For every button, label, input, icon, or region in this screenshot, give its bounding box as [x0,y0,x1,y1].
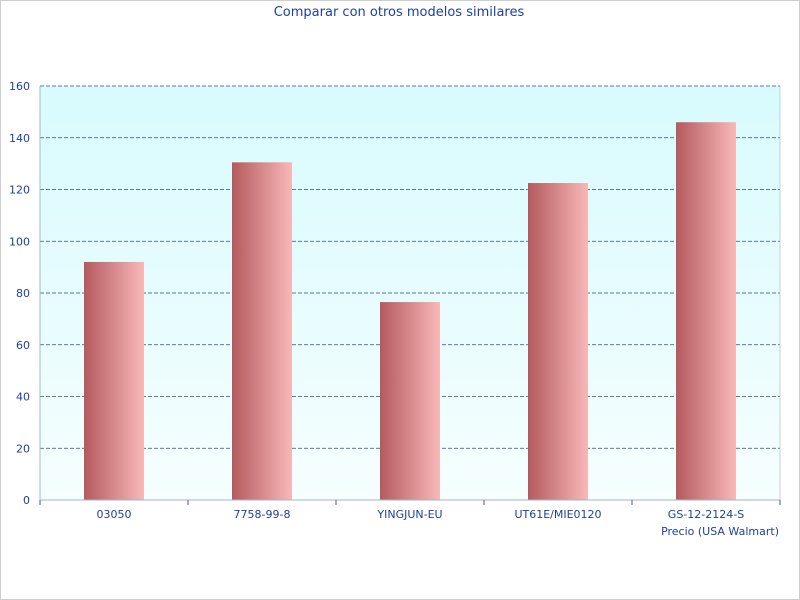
y-tick-label: 0 [23,494,30,507]
x-tick-label: YINGJUN-EU [376,508,442,521]
y-tick-label: 140 [9,132,30,145]
y-tick-label: 20 [16,442,30,455]
y-tick-label: 100 [9,235,30,248]
y-tick-label: 60 [16,339,30,352]
y-tick-label: 40 [16,391,30,404]
x-axis-label: Precio (USA Walmart) [661,525,779,538]
x-tick-label: 03050 [97,508,132,521]
x-tick-label: 7758-99-8 [234,508,291,521]
bar [84,261,144,500]
y-axis-ticks: 0 20 40 60 80 100 120 140 160 [9,80,30,507]
x-axis-ticks: 03050 7758-99-8 YINGJUN-EU UT61E/MIE0120 GS-… [97,508,745,521]
bar [232,162,292,501]
bar [676,122,736,500]
axes [39,86,781,505]
bar [528,183,588,500]
y-tick-label: 160 [9,80,30,93]
x-tick-label: GS-12-2124-S [668,508,744,521]
chart-title: Comparar con otros modelos similares [274,5,525,20]
bars [84,122,736,501]
bar [380,302,440,500]
y-tick-label: 80 [16,287,30,300]
x-tick-label: UT61E/MIE0120 [514,508,601,521]
y-tick-label: 120 [9,184,30,197]
